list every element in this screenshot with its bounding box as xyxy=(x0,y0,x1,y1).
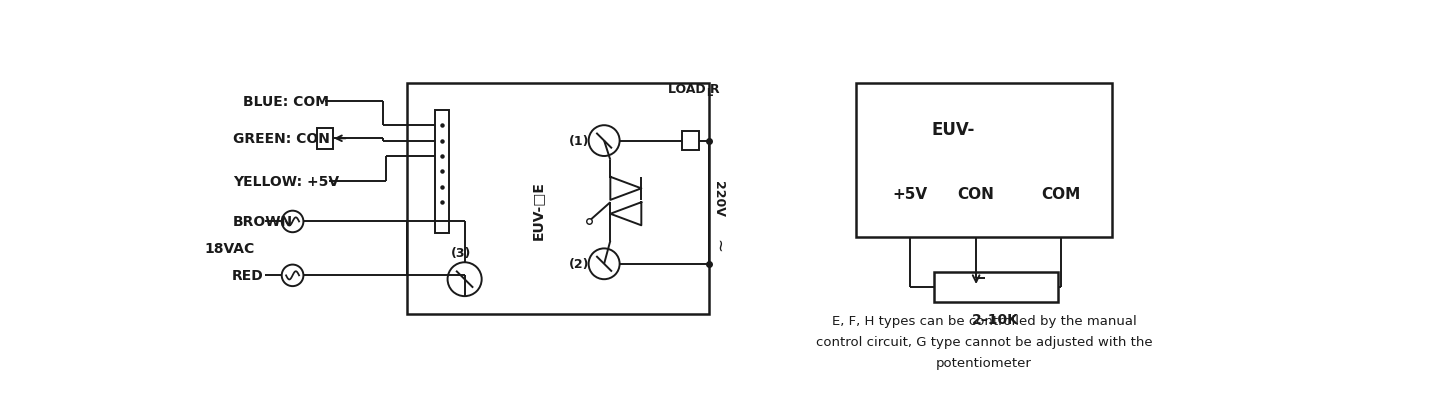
Text: L: L xyxy=(707,88,712,98)
Text: (3): (3) xyxy=(451,246,471,259)
Circle shape xyxy=(282,211,304,233)
Circle shape xyxy=(589,249,619,279)
Text: (2): (2) xyxy=(569,258,589,271)
Circle shape xyxy=(589,126,619,157)
Text: E, F, H types can be controlled by the manual
control circuit, G type cannot be : E, F, H types can be controlled by the m… xyxy=(816,314,1152,369)
Text: BLUE: COM: BLUE: COM xyxy=(243,94,330,108)
Bar xyxy=(933,272,1057,303)
Text: YELLOW: +5V: YELLOW: +5V xyxy=(233,174,339,188)
Bar xyxy=(682,132,699,151)
Text: 2–10K: 2–10K xyxy=(973,312,1019,326)
Text: (1): (1) xyxy=(569,135,589,148)
Bar xyxy=(435,110,449,234)
Text: LOAD R: LOAD R xyxy=(669,83,720,96)
Bar xyxy=(856,84,1112,237)
Circle shape xyxy=(448,263,481,297)
Bar xyxy=(317,128,333,150)
Text: ~: ~ xyxy=(710,238,727,252)
Text: EUV-: EUV- xyxy=(932,121,974,139)
Text: CON: CON xyxy=(958,187,995,202)
Text: BROWN: BROWN xyxy=(233,215,294,229)
Text: 18VAC: 18VAC xyxy=(205,242,254,256)
Text: RED: RED xyxy=(231,269,263,283)
Text: GREEN: CON: GREEN: CON xyxy=(233,132,330,146)
Text: 220V: 220V xyxy=(711,181,724,217)
Text: COM: COM xyxy=(1041,187,1080,202)
Circle shape xyxy=(282,265,304,286)
Bar xyxy=(407,84,708,314)
Text: +5V: +5V xyxy=(893,187,928,202)
Text: EUV-□E: EUV-□E xyxy=(531,181,545,240)
